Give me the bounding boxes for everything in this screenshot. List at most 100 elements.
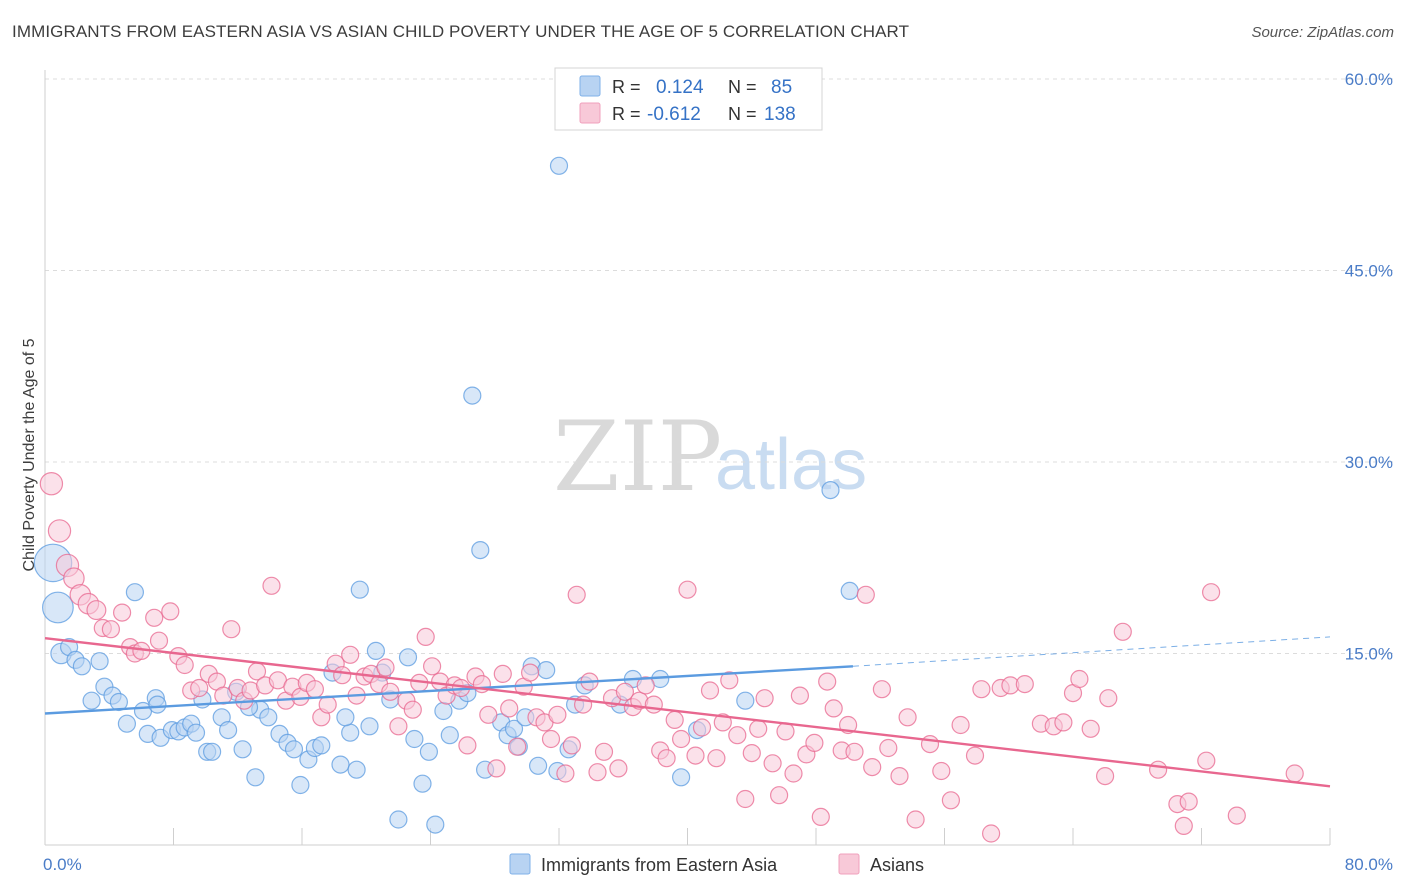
y-tick-label: 15.0% — [1345, 645, 1393, 664]
data-point — [678, 580, 697, 599]
data-point — [736, 789, 755, 809]
data-point — [556, 764, 575, 783]
data-point — [82, 691, 101, 710]
data-point — [101, 620, 121, 639]
data-point — [1113, 622, 1132, 641]
data-point — [840, 581, 859, 601]
data-point — [246, 768, 265, 787]
data-point — [537, 660, 556, 680]
data-point — [347, 760, 366, 779]
data-point — [72, 657, 92, 676]
data-point — [389, 810, 408, 829]
data-point — [728, 726, 747, 745]
data-point — [336, 708, 355, 727]
data-point — [1015, 674, 1034, 694]
data-point — [112, 603, 132, 622]
data-point — [951, 715, 970, 735]
series-legend: Immigrants from Eastern Asia Asians — [509, 853, 924, 875]
data-point — [805, 733, 824, 753]
data-point — [549, 156, 569, 175]
data-point — [463, 386, 482, 405]
trend-line — [44, 636, 1331, 788]
data-point — [471, 540, 490, 560]
data-point — [528, 756, 548, 775]
data-point — [493, 664, 512, 684]
watermark-zip: ZIP — [553, 401, 722, 513]
bottom-legend-swatch-blue — [509, 853, 531, 875]
data-point — [790, 686, 810, 705]
legend-n-label-pink: N = — [728, 104, 757, 124]
data-point — [548, 705, 567, 724]
data-point — [148, 695, 167, 714]
data-point — [125, 583, 144, 602]
data-point — [440, 726, 459, 745]
trend-line — [44, 665, 854, 715]
data-point — [350, 580, 369, 599]
data-point — [720, 671, 739, 690]
data-point — [423, 657, 442, 676]
data-point — [941, 791, 961, 810]
data-point — [161, 602, 180, 621]
data-point — [872, 680, 892, 699]
data-point — [366, 641, 385, 661]
chart-source: Source: ZipAtlas.com — [1251, 24, 1394, 41]
data-point — [1148, 760, 1168, 779]
data-point — [1197, 751, 1216, 770]
series-asians — [39, 472, 1304, 843]
data-point — [845, 742, 864, 761]
legend-swatch-blue — [579, 75, 601, 97]
x-ticks — [44, 828, 1331, 845]
data-point — [713, 713, 732, 732]
y-axis-label: Child Poverty Under the Age of 5 — [21, 338, 38, 571]
data-point — [504, 719, 524, 738]
data-point — [175, 655, 194, 675]
data-point — [824, 699, 843, 718]
data-point — [932, 761, 951, 781]
data-point — [219, 720, 238, 740]
data-point — [671, 729, 691, 749]
legend-n-label-blue: N = — [728, 77, 757, 97]
correlation-legend: R = 0.124 N = 85 R = -0.612 N = 138 — [554, 67, 823, 131]
watermark-atlas: atlas — [715, 425, 867, 505]
data-point — [39, 472, 64, 496]
data-point — [1285, 764, 1304, 783]
data-point — [90, 652, 109, 671]
data-point — [906, 810, 925, 829]
data-point — [541, 729, 561, 749]
data-point — [863, 757, 882, 777]
data-point — [763, 754, 782, 773]
bottom-legend-label-blue: Immigrants from Eastern Asia — [541, 855, 778, 875]
data-point — [186, 723, 206, 742]
data-point — [755, 689, 774, 708]
data-point — [594, 742, 614, 761]
data-point — [190, 678, 209, 698]
legend-n-value-blue: 85 — [771, 77, 792, 98]
data-point — [615, 682, 635, 701]
legend-r-value-pink: -0.612 — [647, 104, 701, 125]
data-point — [333, 666, 352, 685]
data-point — [567, 585, 586, 604]
y-tick-label: 45.0% — [1345, 262, 1393, 281]
grid-lines — [45, 78, 1393, 654]
data-point — [398, 648, 418, 667]
data-point — [784, 764, 803, 783]
data-point — [965, 746, 985, 765]
data-point — [981, 824, 1001, 843]
data-point — [341, 723, 360, 742]
data-point — [291, 775, 310, 795]
chart-title: IMMIGRANTS FROM EASTERN ASIA VS ASIAN CH… — [12, 22, 910, 41]
legend-r-value-blue: 0.124 — [656, 77, 704, 98]
data-point — [879, 738, 898, 758]
data-point — [233, 740, 252, 759]
data-point — [42, 591, 74, 624]
data-point — [644, 695, 663, 714]
data-point — [500, 699, 519, 718]
data-point — [318, 695, 337, 714]
data-point — [742, 743, 761, 763]
data-point — [312, 736, 331, 755]
data-point — [284, 740, 304, 759]
data-point — [856, 585, 875, 604]
data-point — [821, 481, 840, 500]
data-point — [707, 749, 726, 768]
